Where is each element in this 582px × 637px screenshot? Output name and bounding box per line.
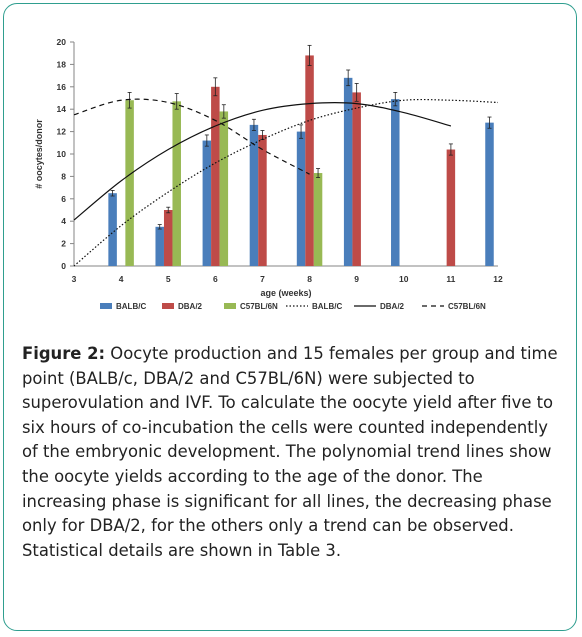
legend-label: C57BL/6N (240, 302, 278, 311)
bar (485, 122, 494, 266)
y-tick-label: 18 (57, 59, 67, 69)
x-tick-label: 6 (213, 274, 218, 284)
bar (219, 111, 229, 266)
bar (313, 173, 323, 266)
x-tick-label: 12 (493, 274, 503, 284)
caption-label: Figure 2: (22, 344, 106, 363)
bar (108, 193, 117, 266)
y-tick-label: 12 (57, 127, 67, 137)
x-tick-label: 10 (399, 274, 409, 284)
legend-label: BALB/C (116, 302, 146, 311)
x-axis-title: age (weeks) (260, 288, 311, 298)
x-tick-label: 9 (354, 274, 359, 284)
bar (202, 140, 212, 266)
figure-caption: Figure 2: Oocyte production and 15 femal… (22, 342, 567, 563)
bar (163, 210, 173, 266)
bar (391, 99, 400, 267)
bar (155, 226, 164, 266)
x-tick-label: 5 (166, 274, 171, 284)
y-tick-label: 16 (57, 82, 67, 92)
x-tick-label: 8 (307, 274, 312, 284)
legend-label: BALB/C (312, 302, 342, 311)
legend-swatch (100, 303, 112, 309)
chart-container: 0 2 4 6 8 10 12 14 16 18 20 3 4 5 6 7 8 9 10 11 12 # oocytes/… (14, 14, 572, 334)
caption-text: Oocyte production and 15 females per gro… (22, 344, 558, 560)
figure-frame: 0 2 4 6 8 10 12 14 16 18 20 3 4 5 6 7 8 9 10 11 12 # oocytes/… (3, 3, 577, 631)
y-tick-label: 4 (61, 216, 66, 226)
bar (296, 131, 306, 266)
y-tick-label: 6 (61, 194, 66, 204)
y-tick-label: 10 (57, 149, 67, 159)
trendline (73, 98, 499, 267)
y-tick-label: 8 (61, 171, 66, 181)
legend-label: DBA/2 (178, 302, 203, 311)
bar (446, 149, 456, 266)
legend-label: DBA/2 (380, 302, 405, 311)
y-tick-label: 20 (57, 37, 67, 47)
x-tick-label: 4 (119, 274, 124, 284)
y-tick-label: 0 (61, 261, 66, 271)
bar (343, 77, 353, 266)
bar (352, 92, 361, 267)
y-axis-title: # oocytes/donor (34, 119, 44, 189)
bar (305, 55, 314, 266)
legend-swatch (224, 303, 236, 309)
legend-swatch (162, 303, 174, 309)
bar (211, 86, 220, 266)
bar (249, 124, 259, 266)
y-tick-label: 2 (61, 239, 66, 249)
bar (125, 100, 134, 267)
bar (172, 101, 181, 266)
oocyte-bar-chart: 0 2 4 6 8 10 12 14 16 18 20 3 4 5 6 7 8 9 10 11 12 # oocytes/… (34, 37, 503, 311)
x-tick-label: 3 (72, 274, 77, 284)
legend-label: C57BL/6N (448, 302, 486, 311)
trendline (73, 98, 310, 175)
x-tick-label: 11 (446, 274, 455, 284)
y-tick-label: 14 (57, 104, 67, 114)
trendline (73, 102, 452, 221)
bar (258, 134, 267, 266)
x-tick-label: 7 (260, 274, 265, 284)
